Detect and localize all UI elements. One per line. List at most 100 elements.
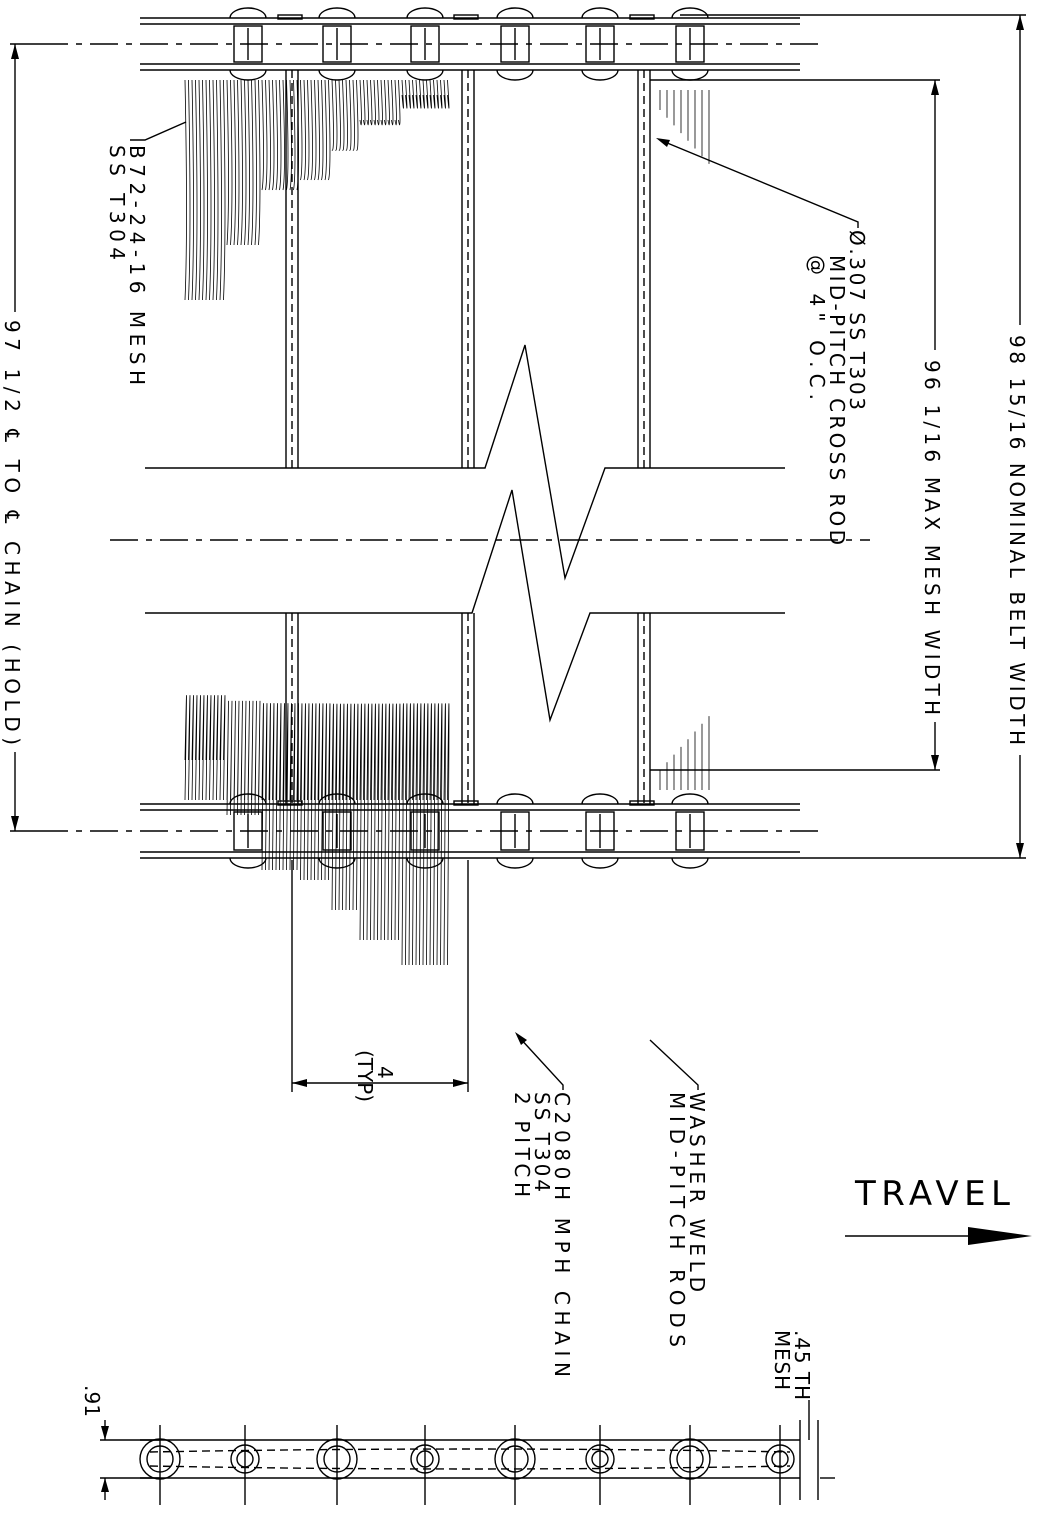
travel: TRAVEL xyxy=(854,1174,1010,1214)
mesh-wire xyxy=(195,79,198,301)
roller xyxy=(322,811,352,851)
mesh-wire xyxy=(216,695,219,801)
mesh-wire xyxy=(359,79,362,126)
mesh-wire xyxy=(443,79,446,109)
mesh-wire xyxy=(401,79,404,109)
mesh-wire xyxy=(286,703,289,871)
mesh-wire xyxy=(335,703,338,911)
washer xyxy=(629,800,655,806)
roller xyxy=(500,811,530,851)
mesh-wire xyxy=(380,703,383,941)
mesh-thickness: .45 TH xyxy=(790,1330,814,1400)
mesh-wire xyxy=(219,695,222,801)
mesh-wire xyxy=(272,703,275,871)
mesh-wire xyxy=(412,703,415,966)
mesh-width: 96 1/16 MAX MESH WIDTH xyxy=(920,360,944,715)
mesh-wire xyxy=(349,703,352,911)
leader xyxy=(130,121,187,141)
mesh-wire xyxy=(303,703,306,881)
chain-centers: 97 1/2 ℄ TO ℄ CHAIN (HOLD) xyxy=(0,320,24,745)
mesh-wire xyxy=(226,700,229,816)
mesh-wire xyxy=(230,700,233,816)
arrowhead xyxy=(656,138,670,147)
mesh-wire xyxy=(279,703,282,871)
mesh-wire xyxy=(426,79,429,109)
break-line xyxy=(145,489,785,723)
roller xyxy=(233,25,263,63)
mesh-wire xyxy=(191,79,194,301)
mesh-wire xyxy=(356,79,359,151)
mesh-wire xyxy=(370,703,373,941)
mesh-label: SS T304 xyxy=(105,145,129,260)
mesh-wire xyxy=(321,79,324,181)
mesh-wire xyxy=(391,79,394,126)
mesh-wire xyxy=(265,703,268,871)
chain-label: SS T304 xyxy=(530,1092,554,1192)
mesh-wire xyxy=(352,703,355,911)
mesh-wire xyxy=(202,695,205,801)
mesh-wire xyxy=(405,703,408,966)
mesh-wire xyxy=(212,79,215,301)
side-mesh xyxy=(149,1448,791,1470)
mesh-wire xyxy=(240,79,243,246)
mesh-wire xyxy=(268,703,271,871)
mesh-wire xyxy=(296,703,299,871)
mesh-wire xyxy=(258,79,261,246)
mesh-wire xyxy=(317,79,320,181)
mesh-wire xyxy=(258,700,261,816)
mesh-wire xyxy=(251,79,254,246)
leader xyxy=(649,1039,699,1090)
mesh-wire xyxy=(251,700,254,816)
washer xyxy=(453,800,479,806)
mesh-wire xyxy=(342,79,345,151)
washer xyxy=(277,14,303,20)
leader xyxy=(517,1035,564,1090)
mesh-wire xyxy=(419,703,422,966)
mesh-wire xyxy=(328,79,331,181)
mesh-wire xyxy=(307,703,310,881)
mesh-thickness: MESH xyxy=(770,1330,794,1390)
mesh-wire xyxy=(359,703,362,941)
roller xyxy=(675,811,705,851)
mesh-wire xyxy=(261,703,264,871)
mesh-wire xyxy=(237,700,240,816)
mesh-wire xyxy=(363,79,366,126)
mesh-wire xyxy=(212,695,215,801)
mesh-wire xyxy=(254,79,257,246)
mesh-wire xyxy=(342,703,345,911)
roller-end xyxy=(671,793,709,869)
mesh-wire xyxy=(429,79,432,109)
mesh-wire xyxy=(184,79,187,301)
mesh-wire xyxy=(268,79,271,191)
mesh-wire xyxy=(433,703,436,966)
mesh-wire xyxy=(223,79,226,301)
mesh-wire xyxy=(335,79,338,151)
mesh-wire xyxy=(321,703,324,881)
washer xyxy=(629,14,655,20)
mesh-wire xyxy=(205,695,208,801)
roller-end xyxy=(581,793,619,869)
mesh-wire xyxy=(405,79,408,109)
mesh-wire xyxy=(415,703,418,966)
roller-end xyxy=(496,7,534,81)
mesh-wire xyxy=(317,703,320,881)
mesh-wire xyxy=(447,703,450,966)
mesh-wire xyxy=(310,703,313,881)
geometry xyxy=(10,7,1032,1505)
mesh-wire xyxy=(373,79,376,126)
mesh-wire xyxy=(265,79,268,191)
mesh-wire xyxy=(412,79,415,109)
mesh-wire xyxy=(296,79,299,191)
mesh-wire xyxy=(310,79,313,181)
mesh-wire xyxy=(436,703,439,966)
mesh-wire xyxy=(198,79,201,301)
mesh-wire xyxy=(394,703,397,941)
roller-end xyxy=(406,7,444,81)
mesh-wire xyxy=(300,703,303,881)
leader xyxy=(659,139,859,228)
mesh-wire xyxy=(191,695,194,801)
mesh-wire xyxy=(244,700,247,816)
mesh-wire xyxy=(380,79,383,126)
mesh-wire xyxy=(233,79,236,246)
mesh-wire xyxy=(230,79,233,246)
